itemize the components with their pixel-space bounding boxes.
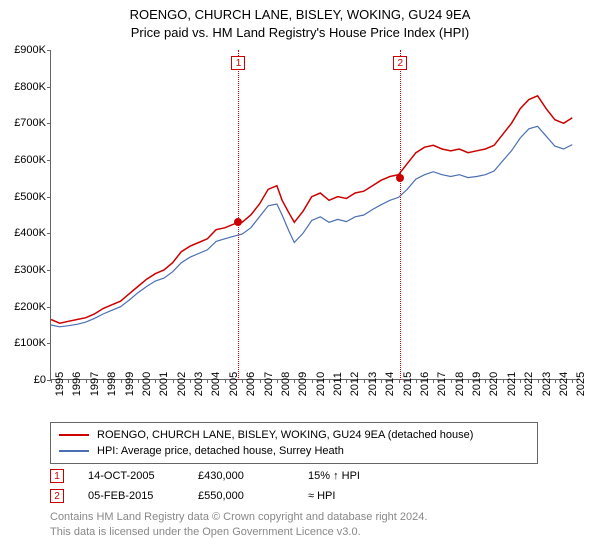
xtick-label: 2011 xyxy=(332,372,344,396)
marker-vline xyxy=(400,50,401,380)
xtick-label: 1995 xyxy=(54,372,66,396)
marker-id-1: 2 xyxy=(54,491,60,502)
marker-date-1: 05-FEB-2015 xyxy=(88,490,198,502)
xtick-label: 2019 xyxy=(471,372,483,396)
ytick-label: £0 xyxy=(34,374,46,386)
footer-line-2: This data is licensed under the Open Gov… xyxy=(50,525,427,540)
marker-chip-0: 1 xyxy=(50,469,64,483)
marker-chip: 1 xyxy=(231,56,245,70)
xtick-label: 2015 xyxy=(402,372,414,396)
marker-id-0: 1 xyxy=(54,471,60,482)
marker-price-1: £550,000 xyxy=(198,490,308,502)
footer-note: Contains HM Land Registry data © Crown c… xyxy=(50,510,427,540)
marker-hpi-0: 15% ↑ HPI xyxy=(308,470,418,482)
xtick-label: 2013 xyxy=(367,372,379,396)
xtick-label: 1997 xyxy=(89,372,101,396)
xtick-label: 2018 xyxy=(454,372,466,396)
xtick-label: 2021 xyxy=(506,372,518,396)
marker-row-1: 2 05-FEB-2015 £550,000 ≈ HPI xyxy=(50,486,418,506)
title-line-1: ROENGO, CHURCH LANE, BISLEY, WOKING, GU2… xyxy=(0,6,600,24)
xtick-label: 2024 xyxy=(558,372,570,396)
marker-hpi-1: ≈ HPI xyxy=(308,490,418,502)
xtick-label: 2001 xyxy=(158,372,170,396)
legend-row-1: HPI: Average price, detached house, Surr… xyxy=(59,443,529,459)
xtick-label: 2016 xyxy=(419,372,431,396)
xtick-label: 2006 xyxy=(245,372,257,396)
legend-row-0: ROENGO, CHURCH LANE, BISLEY, WOKING, GU2… xyxy=(59,427,529,443)
plot-area: 12 xyxy=(50,50,580,380)
legend-label-0: ROENGO, CHURCH LANE, BISLEY, WOKING, GU2… xyxy=(97,429,473,441)
chart-container: ROENGO, CHURCH LANE, BISLEY, WOKING, GU2… xyxy=(0,0,600,560)
marker-dot xyxy=(234,218,242,226)
series-svg xyxy=(51,50,581,380)
legend-label-1: HPI: Average price, detached house, Surr… xyxy=(97,445,344,457)
ytick-label: £100K xyxy=(14,337,46,349)
chart-wrap: 12 £0£100K£200K£300K£400K£500K£600K£700K… xyxy=(50,50,580,380)
ytick-label: £700K xyxy=(14,117,46,129)
marker-chip-1: 2 xyxy=(50,489,64,503)
marker-table: 1 14-OCT-2005 £430,000 15% ↑ HPI 2 05-FE… xyxy=(50,466,418,506)
title-line-2: Price paid vs. HM Land Registry's House … xyxy=(0,24,600,42)
ytick-label: £900K xyxy=(14,44,46,56)
series-line xyxy=(51,126,572,326)
legend-swatch-0 xyxy=(59,434,89,436)
xtick-label: 2005 xyxy=(228,372,240,396)
xtick-label: 2003 xyxy=(193,372,205,396)
title-area: ROENGO, CHURCH LANE, BISLEY, WOKING, GU2… xyxy=(0,0,600,42)
xtick-label: 2020 xyxy=(488,372,500,396)
xtick-label: 1996 xyxy=(71,372,83,396)
ytick-label: £800K xyxy=(14,81,46,93)
ytick-label: £200K xyxy=(14,301,46,313)
xtick-label: 2004 xyxy=(210,372,222,396)
xtick-label: 2014 xyxy=(384,372,396,396)
xtick-label: 2017 xyxy=(436,372,448,396)
xtick-label: 2000 xyxy=(141,372,153,396)
legend-box: ROENGO, CHURCH LANE, BISLEY, WOKING, GU2… xyxy=(50,422,538,464)
xtick-label: 2009 xyxy=(297,372,309,396)
legend-swatch-1 xyxy=(59,450,89,452)
xtick-label: 2023 xyxy=(541,372,553,396)
xtick-label: 2010 xyxy=(315,372,327,396)
marker-dot xyxy=(396,174,404,182)
xtick-label: 2025 xyxy=(575,372,587,396)
xtick-label: 1998 xyxy=(106,372,118,396)
series-line xyxy=(51,96,572,323)
xtick-label: 1999 xyxy=(124,372,136,396)
ytick-label: £400K xyxy=(14,227,46,239)
xtick-label: 2012 xyxy=(349,372,361,396)
xtick-label: 2007 xyxy=(263,372,275,396)
marker-row-0: 1 14-OCT-2005 £430,000 15% ↑ HPI xyxy=(50,466,418,486)
marker-vline xyxy=(238,50,239,380)
marker-date-0: 14-OCT-2005 xyxy=(88,470,198,482)
ytick-label: £300K xyxy=(14,264,46,276)
footer-line-1: Contains HM Land Registry data © Crown c… xyxy=(50,510,427,525)
ytick-label: £500K xyxy=(14,191,46,203)
marker-chip: 2 xyxy=(393,56,407,70)
xtick-label: 2008 xyxy=(280,372,292,396)
ytick-label: £600K xyxy=(14,154,46,166)
xtick-label: 2022 xyxy=(523,372,535,396)
marker-price-0: £430,000 xyxy=(198,470,308,482)
xtick-label: 2002 xyxy=(176,372,188,396)
